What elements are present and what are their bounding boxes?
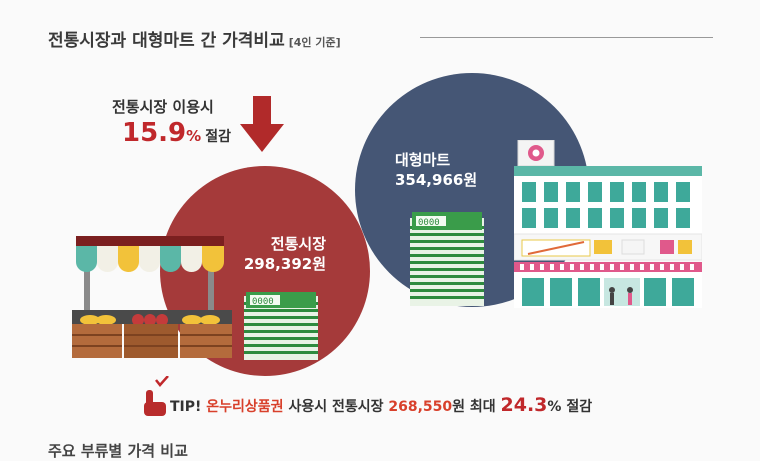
- savings-number: 15.9: [122, 118, 187, 148]
- mart-price: 354,966원: [395, 171, 478, 189]
- market-price-label: 전통시장 298,392원: [226, 234, 326, 274]
- money-stack-icon: 0000: [244, 292, 318, 360]
- section-header: 전통시장과 대형마트 간 가격비교 [4인 기준]: [48, 20, 713, 54]
- department-store-icon: [514, 140, 702, 308]
- voucher-name: 온누리상품권: [206, 399, 284, 415]
- savings-headline: 전통시장 이용시: [112, 98, 214, 116]
- page-title: 전통시장과 대형마트 간 가격비교 [4인 기준]: [48, 31, 341, 51]
- market-price: 298,392원: [243, 255, 326, 273]
- money-label: 0000: [252, 297, 274, 307]
- tip-prefix: TIP!: [170, 399, 202, 415]
- pointing-hand-icon: [144, 376, 169, 416]
- market-name: 전통시장: [270, 235, 326, 253]
- tip-text: TIP! 온누리상품권 사용시 전통시장 268,550원 최대 24.3% 절…: [170, 394, 593, 416]
- page-subtitle: [4인 기준]: [288, 36, 341, 49]
- money-stack-icon: 0000: [410, 212, 484, 306]
- money-label: 0000: [418, 218, 440, 228]
- title-divider: [420, 37, 713, 38]
- voucher-savings: 24.3: [500, 394, 548, 416]
- next-section-title: 주요 부류별 가격 비교: [48, 442, 188, 460]
- voucher-price: 268,550: [388, 399, 453, 415]
- mart-name: 대형마트: [395, 151, 451, 169]
- savings-percent: 15.9% 절감: [122, 118, 231, 148]
- down-arrow-icon: [240, 96, 284, 152]
- market-stall-icon: [72, 236, 232, 358]
- mart-price-label: 대형마트 354,966원: [395, 150, 525, 190]
